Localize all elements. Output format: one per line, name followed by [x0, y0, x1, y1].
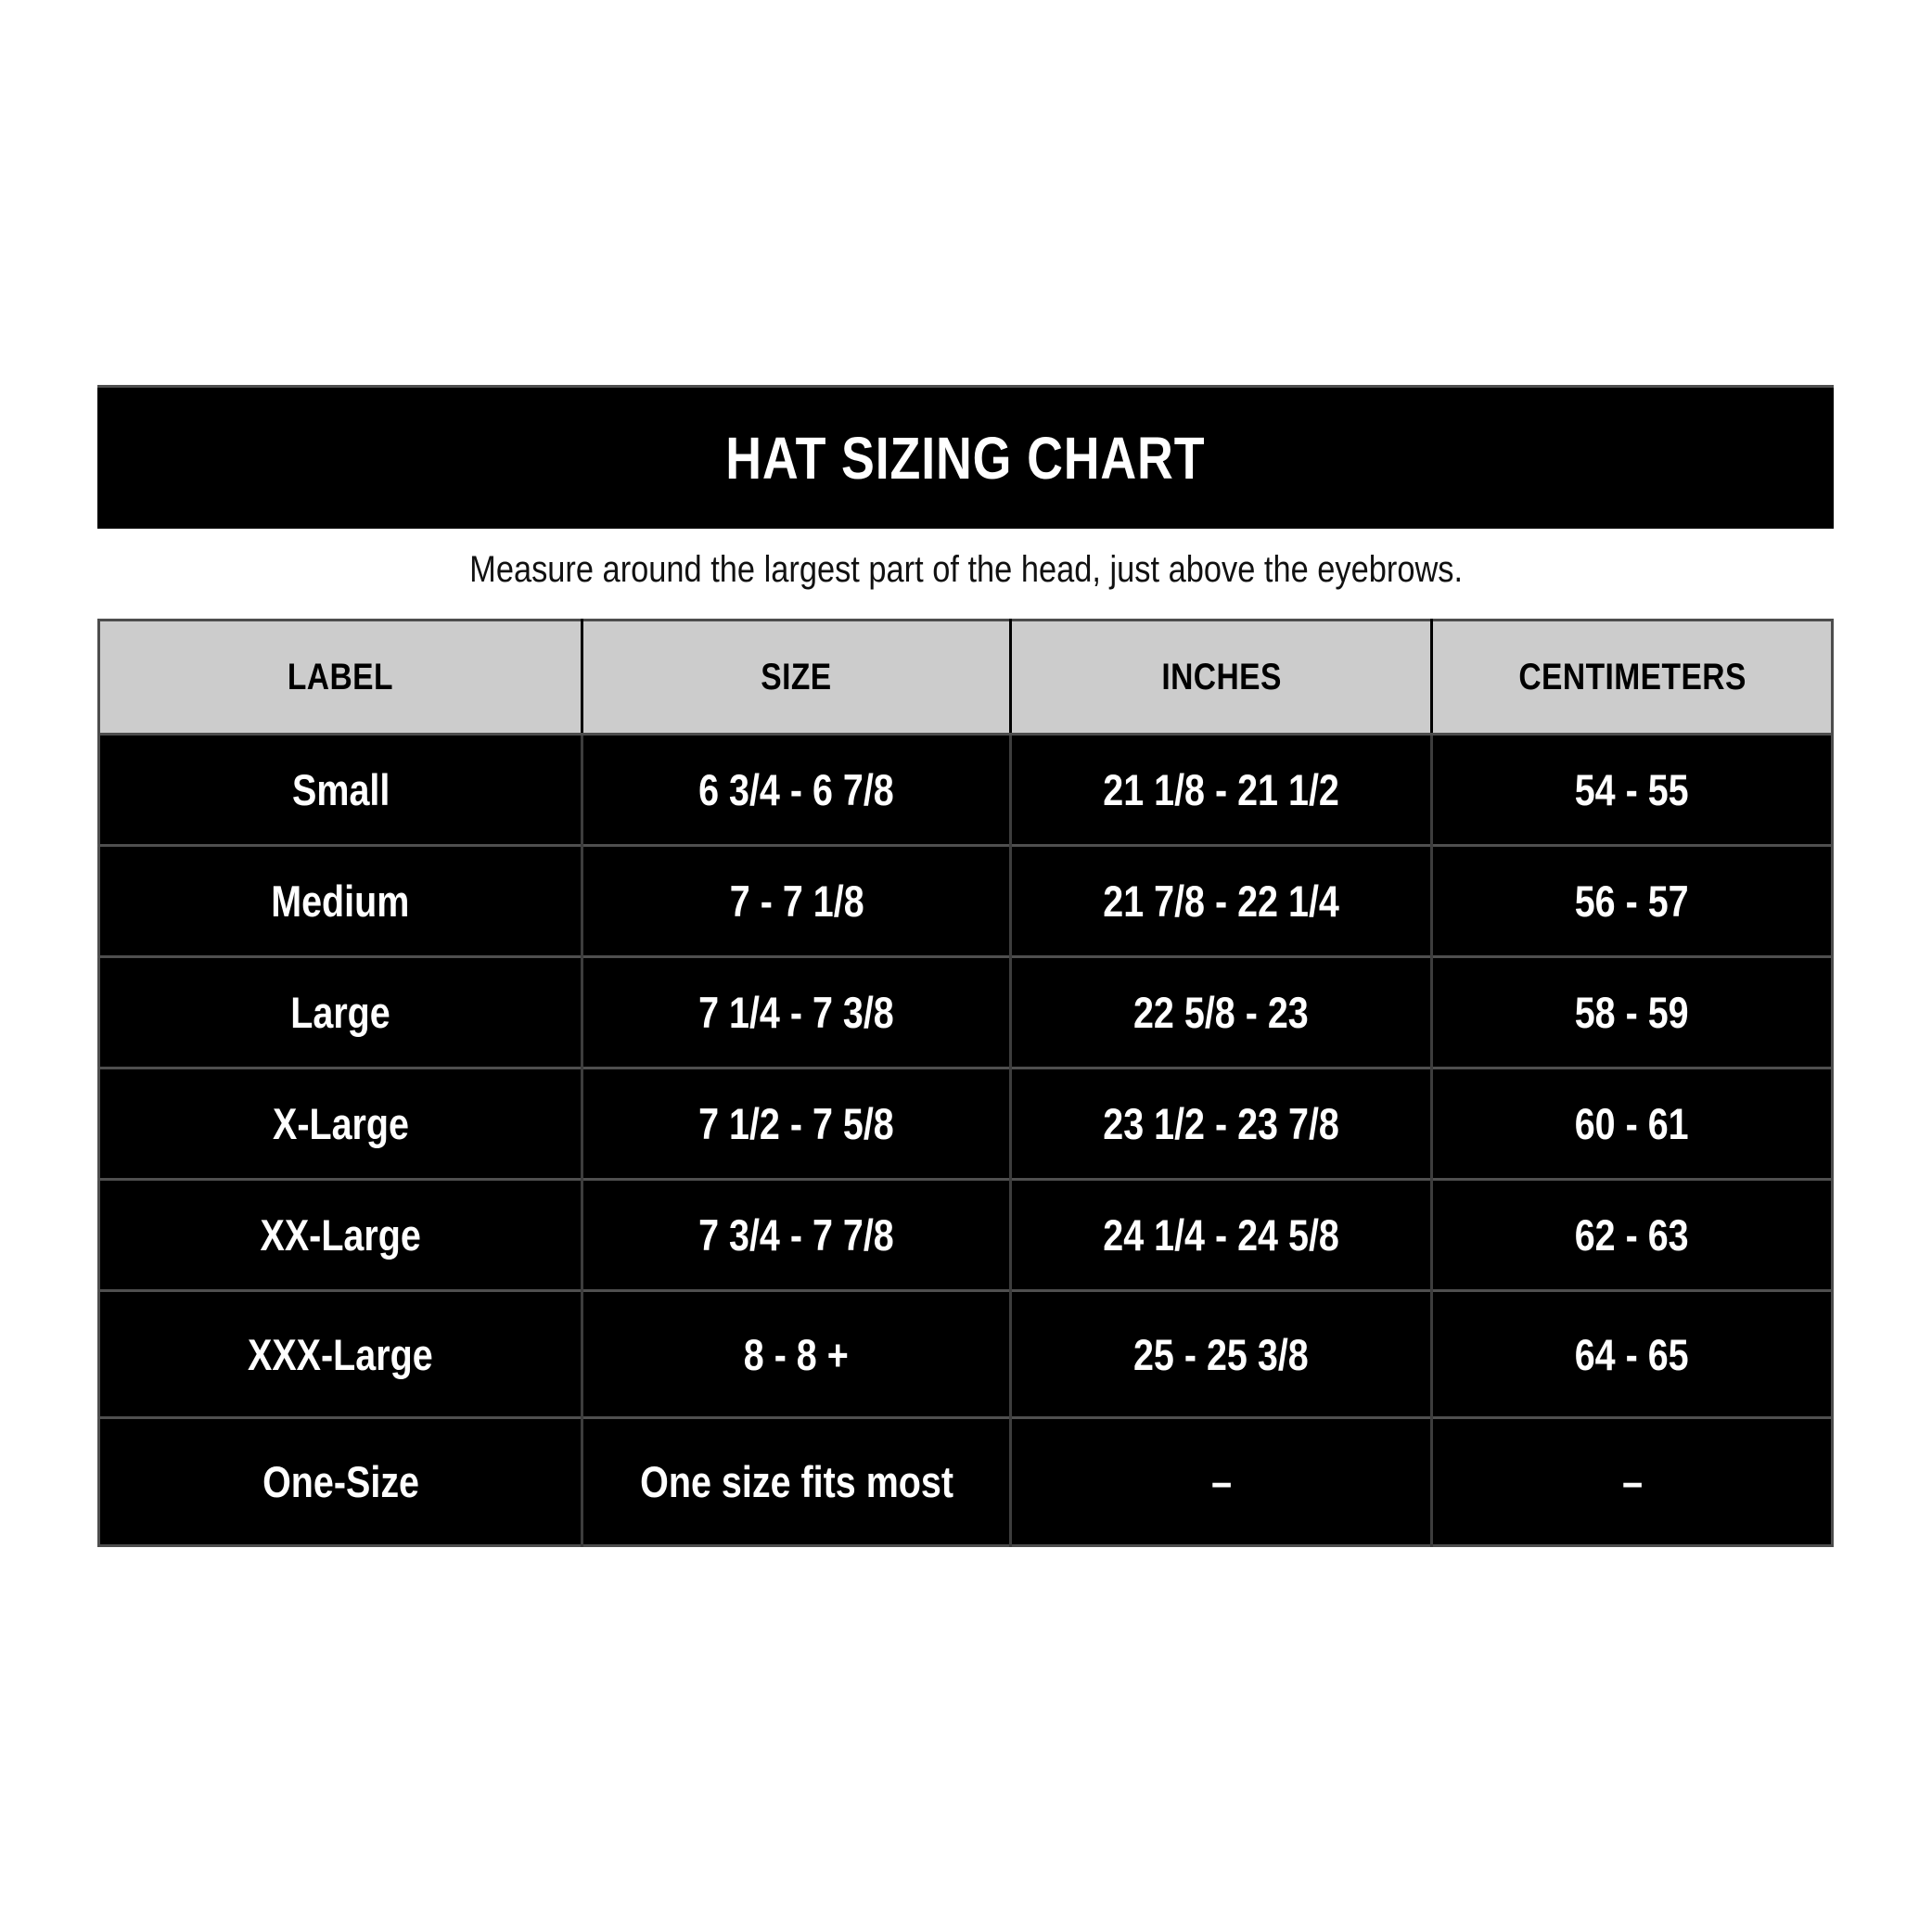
chart-title-text: HAT SIZING CHART: [725, 425, 1206, 492]
cell-size: 6 3/4 - 6 7/8: [582, 733, 1013, 846]
hat-sizing-table: LABEL SIZE INCHES CENTIMETERS Small 6 3/…: [97, 619, 1834, 1547]
cell-inches: 21 1/8 - 21 1/2: [1010, 733, 1434, 846]
cell-centimeters: 54 - 55: [1431, 733, 1833, 846]
cell-size: 7 3/4 - 7 7/8: [582, 1178, 1013, 1291]
table-header-row: LABEL SIZE INCHES CENTIMETERS: [98, 620, 1833, 736]
cell-centimeters: 60 - 61: [1431, 1067, 1833, 1180]
table-row: XX-Large 7 3/4 - 7 7/8 24 1/4 - 24 5/8 6…: [98, 1178, 1833, 1291]
cell-label: Large: [98, 955, 584, 1068]
table-row: One-Size One size fits most – –: [98, 1416, 1833, 1546]
cell-centimeters: 58 - 59: [1431, 955, 1833, 1068]
cell-centimeters: 62 - 63: [1431, 1178, 1833, 1291]
table-row: Medium 7 - 7 1/8 21 7/8 - 22 1/4 56 - 57: [98, 844, 1833, 957]
chart-title-bar: HAT SIZING CHART: [97, 385, 1834, 529]
table-row: Small 6 3/4 - 6 7/8 21 1/8 - 21 1/2 54 -…: [98, 733, 1833, 846]
cell-inches: 25 - 25 3/8: [1010, 1289, 1434, 1418]
column-header-inches: INCHES: [1010, 620, 1434, 736]
table-row: XXX-Large 8 - 8 + 25 - 25 3/8 64 - 65: [98, 1289, 1833, 1418]
cell-inches: 21 7/8 - 22 1/4: [1010, 844, 1434, 957]
cell-label: Small: [98, 733, 584, 846]
cell-inches: –: [1010, 1416, 1434, 1546]
cell-inches: 23 1/2 - 23 7/8: [1010, 1067, 1434, 1180]
cell-size: 7 1/4 - 7 3/8: [582, 955, 1013, 1068]
cell-size: One size fits most: [582, 1416, 1013, 1546]
column-header-label: LABEL: [98, 620, 584, 736]
column-header-size: SIZE: [582, 620, 1013, 736]
cell-label: One-Size: [98, 1416, 584, 1546]
table-row: Large 7 1/4 - 7 3/8 22 5/8 - 23 58 - 59: [98, 955, 1833, 1068]
cell-label: Medium: [98, 844, 584, 957]
table-row: X-Large 7 1/2 - 7 5/8 23 1/2 - 23 7/8 60…: [98, 1067, 1833, 1180]
cell-inches: 22 5/8 - 23: [1010, 955, 1434, 1068]
cell-size: 7 1/2 - 7 5/8: [582, 1067, 1013, 1180]
cell-label: X-Large: [98, 1067, 584, 1180]
cell-centimeters: 64 - 65: [1431, 1289, 1833, 1418]
cell-size: 8 - 8 +: [582, 1289, 1013, 1418]
measuring-instructions: Measure around the largest part of the h…: [0, 549, 1932, 591]
cell-label: XXX-Large: [98, 1289, 584, 1418]
chart-title: HAT SIZING CHART: [680, 424, 1251, 493]
cell-label: XX-Large: [98, 1178, 584, 1291]
cell-size: 7 - 7 1/8: [582, 844, 1013, 957]
column-header-centimeters: CENTIMETERS: [1431, 620, 1833, 736]
measuring-instructions-text: Measure around the largest part of the h…: [469, 549, 1463, 590]
cell-centimeters: 56 - 57: [1431, 844, 1833, 957]
cell-centimeters: –: [1431, 1416, 1833, 1546]
cell-inches: 24 1/4 - 24 5/8: [1010, 1178, 1434, 1291]
